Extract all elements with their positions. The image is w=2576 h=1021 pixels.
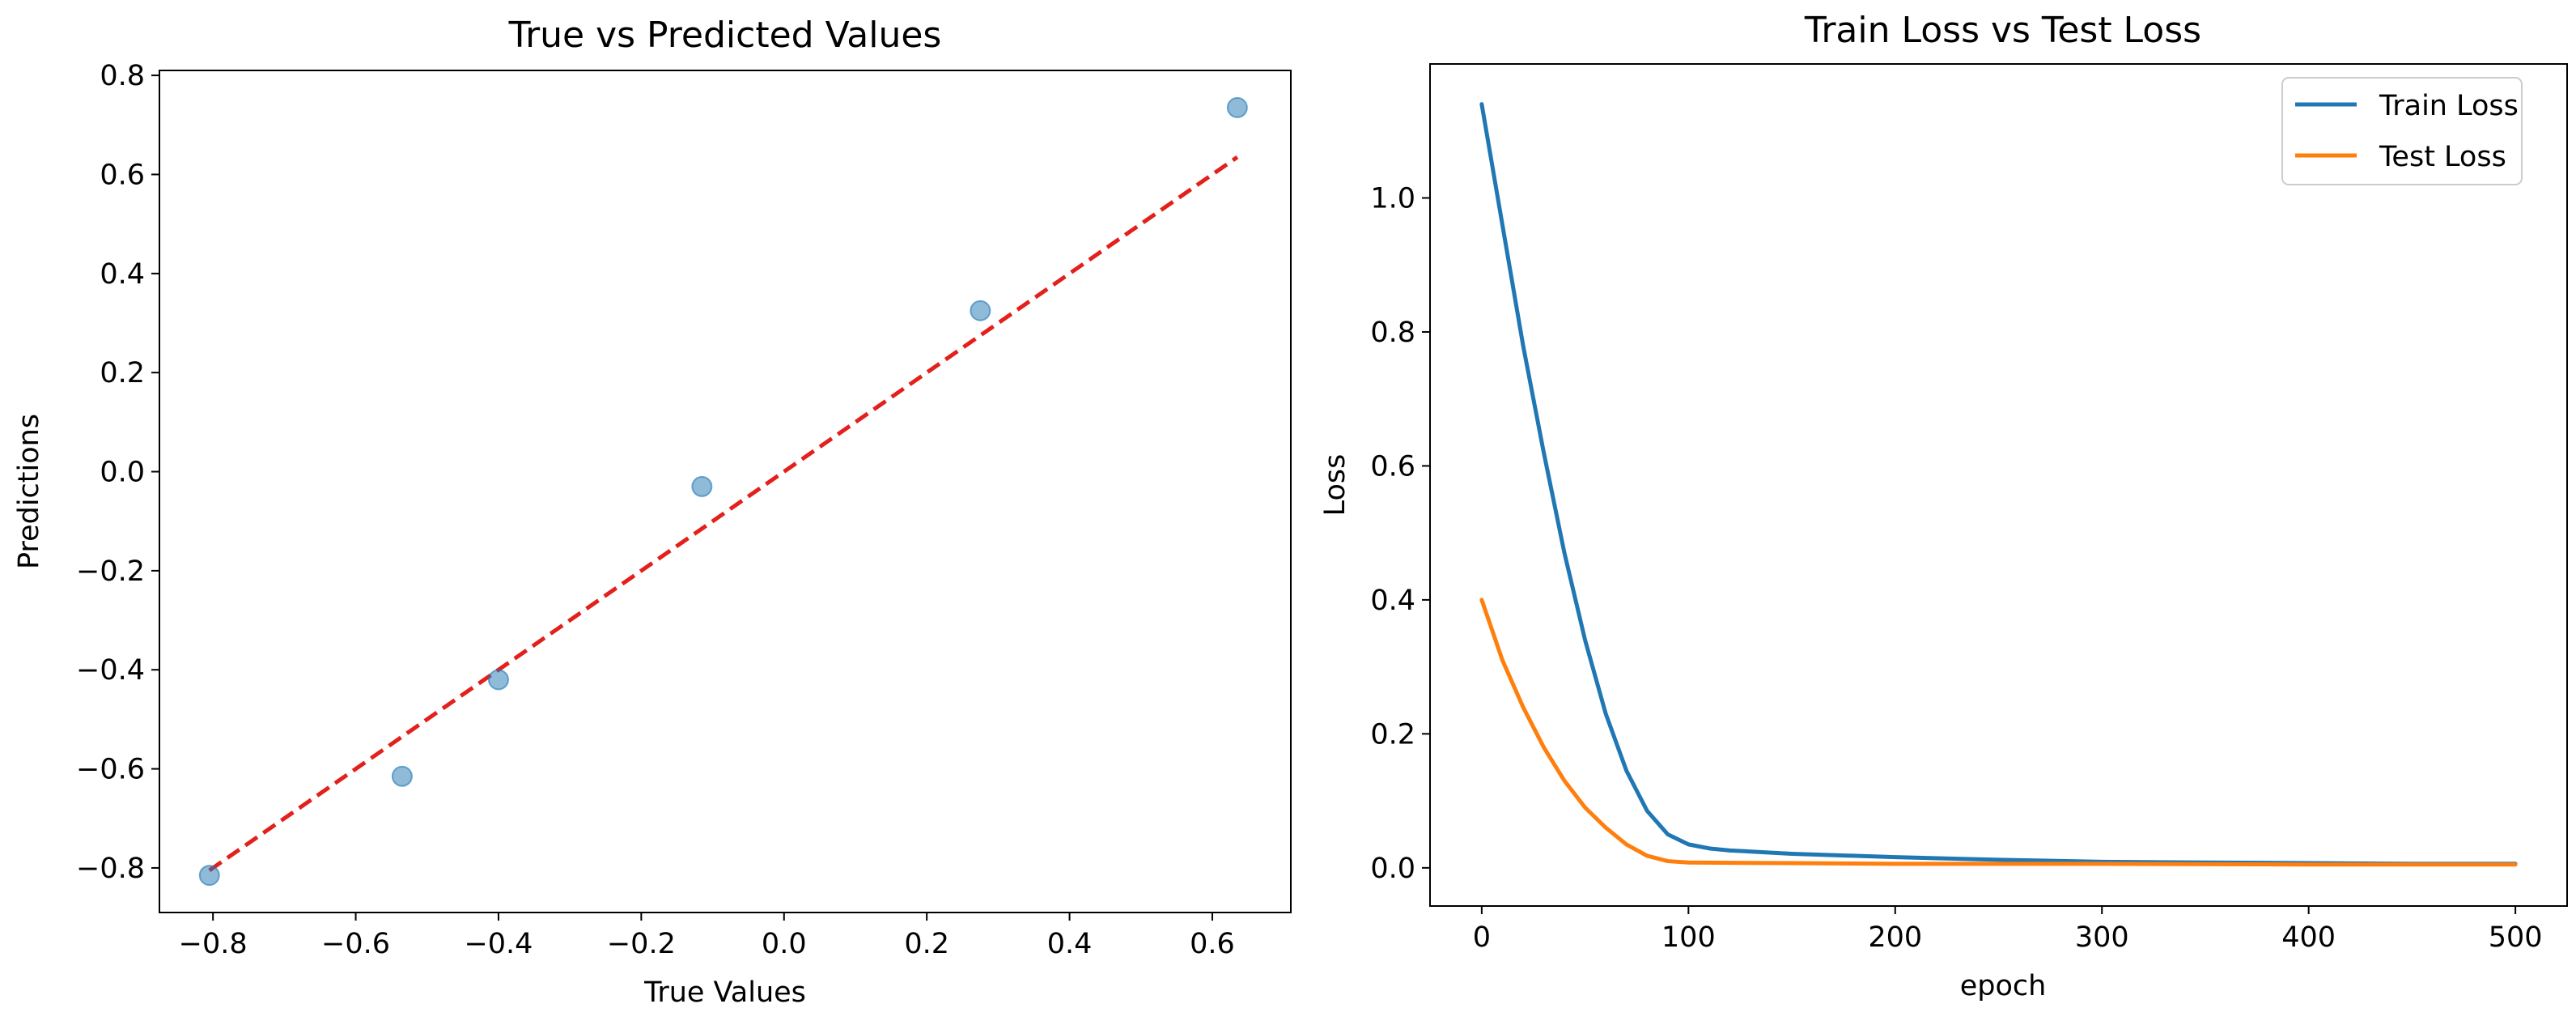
legend-train-loss-label: Train Loss [2379,90,2519,122]
scatter-reference-line [208,155,1239,873]
scatter-x-tick-label: −0.2 [607,928,676,960]
scatter-y-tick-label: −0.6 [76,754,145,786]
scatter-x-tick-label: −0.6 [321,928,390,960]
scatter-point [198,865,220,887]
loss-x-tick-label: 200 [1868,921,1922,954]
loss-x-tick-label: 300 [2075,921,2129,954]
loss-y-tick-label: 0.6 [1370,450,1415,483]
scatter-y-tick-label: −0.8 [76,853,145,885]
loss-x-axis-label: epoch [1960,970,2047,1002]
scatter-y-ticks: −0.8 −0.6 −0.4 −0.2 0.0 0.2 0.4 0.6 0.8 [76,60,159,885]
loss-series-lines [1479,102,2518,867]
scatter-y-tick-label: −0.4 [76,654,145,687]
loss-chart: Train Loss vs Test Loss 0.0 0.2 0.4 0.6 0.8 1… [1319,10,2568,1002]
loss-x-ticks: 0 100 200 300 400 500 [1473,906,2543,954]
scatter-plot-frame [159,70,1292,913]
series-line-test-loss [1479,598,2518,867]
scatter-point [970,300,991,321]
scatter-y-tick-label: 0.2 [100,357,145,389]
loss-x-tick-label: 0 [1473,921,1491,954]
scatter-y-axis-label: Predictions [13,414,45,569]
loss-x-tick-label: 400 [2281,921,2336,954]
scatter-chart-title: True vs Predicted Values [508,15,942,56]
scatter-point [691,475,713,497]
scatter-x-tick-label: −0.8 [179,928,248,960]
loss-y-tick-label: 0.0 [1370,853,1415,885]
scatter-marks [198,96,1248,887]
loss-y-ticks: 0.0 0.2 0.4 0.6 0.8 1.0 [1370,182,1430,885]
loss-legend: Train Loss Test Loss [2281,77,2523,185]
scatter-y-tick-label: −0.2 [76,555,145,588]
loss-y-tick-label: 0.4 [1370,585,1415,617]
loss-y-axis-label: Loss [1319,454,1352,517]
loss-x-tick-label: 500 [2489,921,2543,954]
scatter-point [487,669,509,691]
scatter-point [391,765,413,787]
scatter-x-ticks: −0.8 −0.6 −0.4 −0.2 0.0 0.2 0.4 0.6 [179,913,1235,960]
loss-plot-frame [1429,63,2568,907]
scatter-x-tick-label: 0.0 [762,928,807,960]
scatter-point [1226,96,1248,118]
loss-y-tick-label: 0.2 [1370,718,1415,751]
loss-chart-title: Train Loss vs Test Loss [1804,10,2201,51]
scatter-y-tick-label: 0.0 [100,457,145,489]
scatter-x-tick-label: 0.6 [1190,928,1235,960]
loss-y-tick-label: 1.0 [1370,182,1415,215]
scatter-x-tick-label: 0.2 [904,928,949,960]
scatter-chart: True vs Predicted Values −0.8−0.6−0.4−0.… [13,15,1292,1009]
legend-test-loss-label: Test Loss [2379,141,2506,173]
loss-x-tick-label: 100 [1661,921,1716,954]
scatter-y-tick-label: 0.4 [100,258,145,291]
scatter-y-tick-label: 0.6 [100,159,145,191]
scatter-x-tick-label: 0.4 [1047,928,1093,960]
scatter-x-axis-label: True Values [643,976,806,1009]
scatter-x-tick-label: −0.4 [464,928,533,960]
scatter-y-tick-label: 0.8 [100,60,145,92]
loss-y-tick-label: 0.8 [1370,317,1415,349]
